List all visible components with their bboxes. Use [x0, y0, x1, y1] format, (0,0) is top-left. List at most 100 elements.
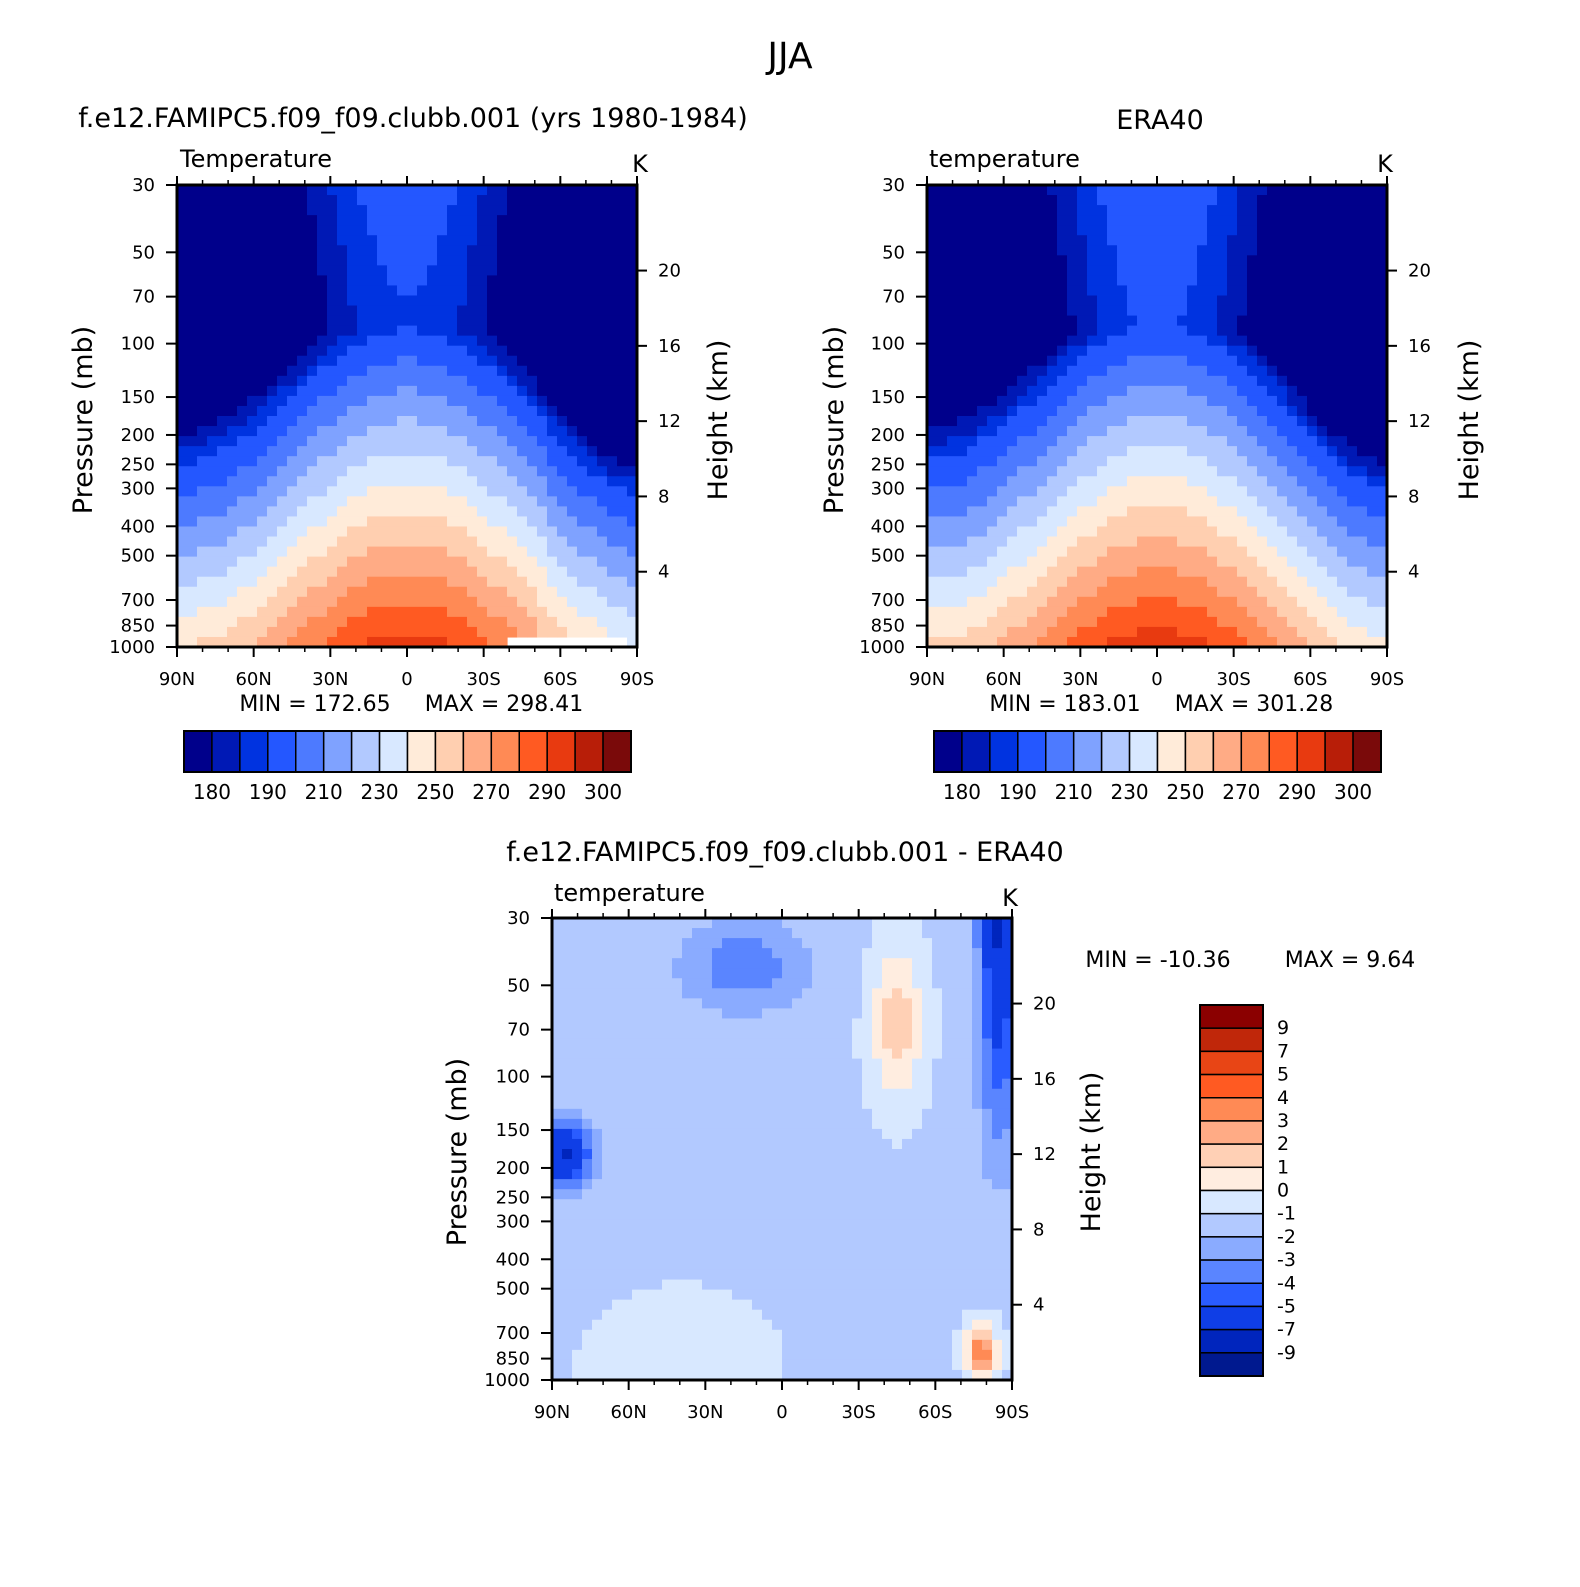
field-cell	[1337, 587, 1348, 598]
field-cell	[177, 426, 188, 437]
field-cell	[1187, 597, 1198, 608]
field-cell	[527, 426, 538, 437]
field-cell	[227, 255, 238, 266]
field-cell	[572, 1008, 583, 1019]
field-cell	[347, 316, 358, 327]
field-cell	[587, 476, 598, 487]
field-cell	[407, 416, 418, 427]
field-cell	[1107, 295, 1118, 306]
field-cell	[327, 185, 338, 196]
field-cell	[1097, 537, 1108, 548]
field-cell	[1307, 526, 1318, 537]
field-cell	[217, 456, 228, 467]
field-cell	[1337, 617, 1348, 628]
field-cell	[1167, 567, 1178, 578]
field-cell	[437, 265, 448, 276]
field-cell	[187, 275, 198, 286]
field-cell	[1057, 295, 1068, 306]
field-cell	[607, 205, 618, 216]
field-cell	[417, 215, 428, 226]
field-cell	[287, 607, 298, 618]
field-cell	[527, 476, 538, 487]
field-cell	[1237, 426, 1248, 437]
field-cell	[517, 486, 528, 497]
field-cell	[582, 1249, 593, 1260]
field-cell	[947, 516, 958, 527]
field-cell	[207, 456, 218, 467]
field-cell	[277, 185, 288, 196]
field-cell	[177, 316, 188, 327]
field-cell	[327, 597, 338, 608]
field-cell	[217, 356, 228, 367]
field-cell	[632, 1310, 643, 1321]
field-cell	[1327, 366, 1338, 377]
field-cell	[597, 245, 608, 256]
field-cell	[237, 185, 248, 196]
field-cell	[977, 185, 988, 196]
field-cell	[377, 557, 388, 568]
field-cell	[257, 526, 268, 537]
field-cell	[547, 255, 558, 266]
field-cell	[1157, 476, 1168, 487]
field-cell	[642, 1099, 653, 1110]
field-cell	[1307, 265, 1318, 276]
field-cell	[1027, 567, 1038, 578]
field-cell	[487, 195, 498, 206]
field-cell	[327, 486, 338, 497]
field-cell	[337, 496, 348, 507]
field-cell	[567, 567, 578, 578]
field-cell	[632, 1259, 643, 1270]
field-cell	[1347, 476, 1358, 487]
field-cell	[607, 295, 618, 306]
field-cell	[1257, 506, 1268, 517]
field-cell	[1287, 336, 1298, 347]
field-cell	[1167, 406, 1178, 417]
field-cell	[1087, 225, 1098, 236]
field-cell	[427, 406, 438, 417]
field-cell	[662, 968, 673, 979]
field-cell	[1367, 567, 1378, 578]
field-cell	[587, 265, 598, 276]
field-cell	[1007, 577, 1018, 588]
field-cell	[607, 537, 618, 548]
field-cell	[1157, 406, 1168, 417]
field-cell	[347, 526, 358, 537]
field-cell	[562, 1059, 573, 1070]
field-cell	[1137, 336, 1148, 347]
field-cell	[207, 285, 218, 296]
field-cell	[1277, 617, 1288, 628]
field-cell	[612, 1340, 623, 1351]
field-cell	[377, 406, 388, 417]
field-cell	[297, 426, 308, 437]
field-cell	[592, 1059, 603, 1070]
field-cell	[1367, 376, 1378, 387]
field-cell	[257, 607, 268, 618]
field-cell	[1217, 406, 1228, 417]
field-cell	[1017, 235, 1028, 246]
field-cell	[367, 225, 378, 236]
field-cell	[1367, 386, 1378, 397]
field-cell	[642, 1239, 653, 1250]
field-cell	[1247, 336, 1258, 347]
field-cell	[547, 346, 558, 357]
field-cell	[602, 1169, 613, 1180]
field-cell	[1167, 195, 1178, 206]
field-cell	[1117, 306, 1128, 317]
field-cell	[547, 496, 558, 507]
field-cell	[1237, 215, 1248, 226]
field-cell	[517, 567, 528, 578]
field-cell	[1127, 537, 1138, 548]
field-cell	[1067, 316, 1078, 327]
field-cell	[1347, 456, 1358, 467]
field-cell	[247, 526, 258, 537]
field-cell	[957, 516, 968, 527]
field-cell	[1217, 235, 1228, 246]
field-cell	[1367, 607, 1378, 618]
field-cell	[1137, 567, 1148, 578]
field-cell	[307, 486, 318, 497]
field-cell	[527, 486, 538, 497]
field-cell	[1217, 557, 1228, 568]
field-cell	[617, 245, 628, 256]
field-cell	[1097, 607, 1108, 618]
field-cell	[1217, 245, 1228, 256]
